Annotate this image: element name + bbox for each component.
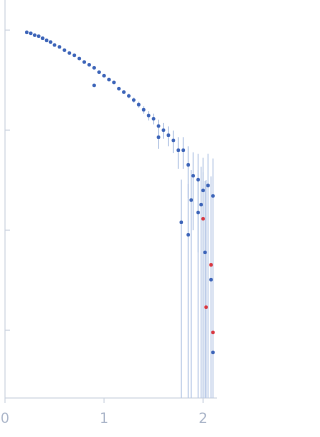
data-point xyxy=(206,183,210,188)
data-point xyxy=(171,138,176,143)
data-point xyxy=(203,250,207,255)
data-point xyxy=(199,202,203,207)
data-point xyxy=(191,173,195,178)
data-point xyxy=(161,128,166,132)
data-point xyxy=(201,216,205,221)
data-point xyxy=(176,148,181,153)
data-point xyxy=(196,210,200,215)
data-point xyxy=(97,70,101,74)
data-point xyxy=(52,43,57,47)
chart: 0 1 2 xyxy=(1,0,217,427)
data-point xyxy=(211,350,215,355)
data-point xyxy=(127,94,131,98)
data-point xyxy=(44,38,49,43)
data-point xyxy=(189,198,194,202)
data-point xyxy=(122,90,126,94)
data-point xyxy=(136,102,141,107)
x-tick-label: 0 xyxy=(1,411,10,427)
data-point xyxy=(32,33,37,37)
data-point xyxy=(62,48,67,52)
x-tick-label: 1 xyxy=(100,411,109,427)
data-point xyxy=(186,163,191,167)
data-point xyxy=(209,263,213,267)
data-point xyxy=(77,56,82,61)
data-point xyxy=(48,40,53,44)
data-point xyxy=(28,31,33,36)
data-point xyxy=(209,277,213,282)
data-point xyxy=(211,194,215,198)
data-point xyxy=(92,83,96,88)
data-point xyxy=(92,65,96,70)
data-point xyxy=(82,60,87,64)
data-point xyxy=(179,220,184,225)
data-point xyxy=(141,107,146,112)
data-point xyxy=(156,135,161,140)
data-point xyxy=(112,80,116,85)
data-point xyxy=(107,77,111,82)
data-point xyxy=(36,34,41,38)
data-point xyxy=(166,133,171,138)
data-point xyxy=(156,124,161,128)
data-point xyxy=(117,86,121,91)
data-point xyxy=(87,63,91,67)
data-point xyxy=(211,330,215,335)
data-point xyxy=(57,45,62,49)
data-point xyxy=(24,30,29,35)
data-point xyxy=(196,177,200,182)
x-tick-label: 2 xyxy=(199,411,208,427)
data-point xyxy=(146,113,151,118)
data-point xyxy=(131,98,136,102)
data-point xyxy=(102,73,106,78)
data-point xyxy=(40,36,45,41)
data-point xyxy=(204,305,208,309)
data-point xyxy=(67,51,72,55)
data-point xyxy=(151,116,156,121)
data-point xyxy=(72,53,77,58)
data-point xyxy=(186,232,191,237)
data-point xyxy=(181,148,186,153)
data-point xyxy=(201,188,205,193)
